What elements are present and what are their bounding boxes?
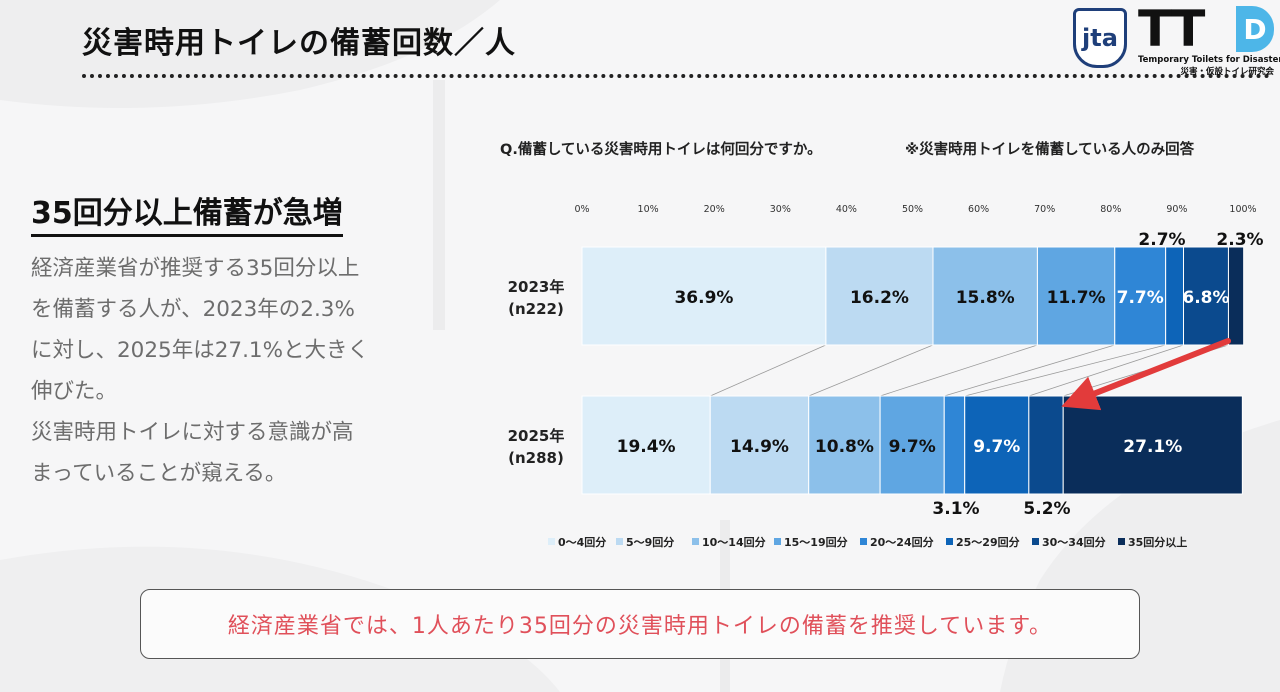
summary-line: まっていることが窺える。 <box>31 461 287 486</box>
summary-line: 伸びた。 <box>31 379 118 404</box>
data-label: 7.7% <box>1117 288 1164 308</box>
data-label: 10.8% <box>815 437 874 457</box>
bar-segment <box>943 395 966 495</box>
summary-line: 経済産業省が推奨する35回分以上 <box>31 256 360 281</box>
legend-swatch <box>616 538 623 545</box>
x-tick-label: 70% <box>1034 204 1055 215</box>
bar-segment <box>1062 395 1243 495</box>
data-label: 2.7% <box>1138 230 1185 250</box>
x-tick-label: 60% <box>968 204 989 215</box>
ttd-logo: TT D Temporary Toilets for Disaster 災害・仮… <box>1138 0 1280 77</box>
trend-arrow <box>1061 338 1231 411</box>
connector-line <box>1028 344 1184 397</box>
bar-segment <box>709 395 810 495</box>
x-tick-label: 80% <box>1100 204 1121 215</box>
chart-note: ※災害時用トイレを備蓄している人のみ回答 <box>905 142 1195 158</box>
row-label: 2025年 <box>508 427 565 445</box>
data-label: 19.4% <box>617 437 676 457</box>
row-label: 2023年 <box>508 278 565 296</box>
connector-line <box>879 344 1038 397</box>
data-label: 2.3% <box>1216 230 1263 250</box>
legend-label: 0～4回分 <box>558 535 606 549</box>
legend-swatch <box>860 538 867 545</box>
summary-headline: 35回分以上備蓄が急増 <box>31 188 343 237</box>
data-label: 9.7% <box>889 437 936 457</box>
legend-swatch <box>946 538 953 545</box>
x-tick-label: 100% <box>1229 204 1256 215</box>
legend-label: 30～34回分 <box>1042 535 1106 549</box>
legend-label: 35回分以上 <box>1128 535 1187 549</box>
bar-segment <box>1227 246 1245 346</box>
x-tick-label: 50% <box>902 204 923 215</box>
bar-segment <box>581 395 711 495</box>
callout-text: 経済産業省では、1人あたり35回分の災害時用トイレの備蓄を推奨しています。 <box>227 614 1053 639</box>
summary-body: 経済産業省が推奨する35回分以上 を備蓄する人が、2023年の2.3% に対し、… <box>31 248 433 494</box>
bar-segment <box>1183 246 1229 346</box>
summary-line: 災害時用トイレに対する意識が高 <box>31 420 354 445</box>
legend-label: 5～9回分 <box>626 535 674 549</box>
legend-swatch <box>1032 538 1039 545</box>
connector-line <box>944 344 1115 397</box>
bar-segment <box>808 395 881 495</box>
row-label: (n288) <box>508 449 564 467</box>
bar-segment <box>1165 246 1185 346</box>
bar-segment <box>1028 395 1064 495</box>
connector-line <box>964 344 1166 397</box>
chart-question: Q.備蓄している災害時用トイレは何回分ですか。 <box>500 142 822 158</box>
legend-label: 10～14回分 <box>702 535 766 549</box>
data-label: 15.8% <box>956 288 1015 308</box>
x-tick-label: 20% <box>704 204 725 215</box>
legend-swatch <box>548 538 555 545</box>
data-label: 14.9% <box>730 437 789 457</box>
x-tick-label: 10% <box>638 204 659 215</box>
data-label: 9.7% <box>973 437 1020 457</box>
data-label: 36.9% <box>674 288 733 308</box>
data-label: 6.8% <box>1182 288 1229 308</box>
legend-label: 20～24回分 <box>870 535 934 549</box>
summary-line: を備蓄する人が、2023年の2.3% <box>31 297 355 322</box>
bar-segment <box>581 246 827 346</box>
legend-label: 15～19回分 <box>784 535 848 549</box>
bar-segment <box>932 246 1038 346</box>
jta-logo: jta <box>1073 8 1127 68</box>
title-divider <box>82 74 1270 78</box>
row-label: (n222) <box>508 300 564 318</box>
x-tick-label: 90% <box>1166 204 1187 215</box>
recommendation-callout: 経済産業省では、1人あたり35回分の災害時用トイレの備蓄を推奨しています。 <box>140 589 1140 659</box>
connector-line <box>710 344 827 397</box>
summary-line: に対し、2025年は27.1%と大きく <box>31 338 370 363</box>
data-label: 27.1% <box>1123 437 1182 457</box>
connector-line <box>808 344 934 397</box>
bar-segment <box>1114 246 1167 346</box>
data-label: 5.2% <box>1023 499 1070 519</box>
x-tick-label: 40% <box>836 204 857 215</box>
legend-swatch <box>692 538 699 545</box>
bar-segment <box>879 395 945 495</box>
x-tick-label: 0% <box>574 204 589 215</box>
slide-title: 災害時用トイレの備蓄回数／人 <box>82 26 516 61</box>
legend-swatch <box>774 538 781 545</box>
data-label: 3.1% <box>932 499 979 519</box>
data-label: 11.7% <box>1047 288 1106 308</box>
legend-label: 25～29回分 <box>956 535 1020 549</box>
legend-swatch <box>1118 538 1125 545</box>
data-label: 16.2% <box>850 288 909 308</box>
x-tick-label: 30% <box>770 204 791 215</box>
